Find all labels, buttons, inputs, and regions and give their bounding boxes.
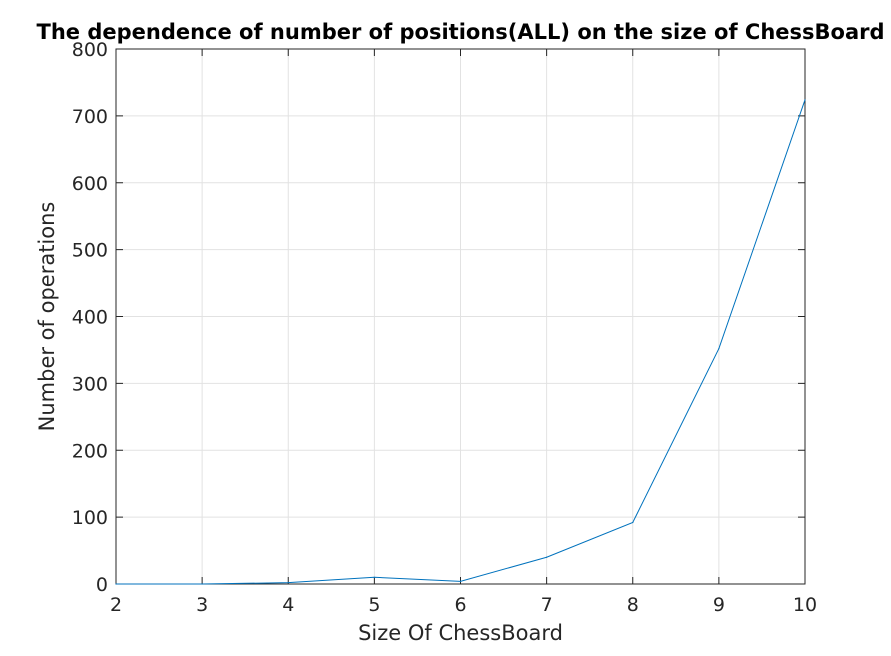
y-tick-label: 100	[72, 507, 108, 529]
y-tick-label: 200	[72, 440, 108, 462]
y-tick-label: 700	[72, 106, 108, 128]
x-tick-label: 7	[541, 594, 553, 616]
data-point	[287, 582, 289, 584]
y-tick-label: 400	[72, 307, 108, 329]
x-tick-label: 5	[368, 594, 380, 616]
x-tick-label: 2	[110, 594, 122, 616]
y-tick-label: 600	[72, 173, 108, 195]
x-tick-label: 3	[196, 594, 208, 616]
y-tick-label: 0	[96, 574, 108, 596]
x-tick-label: 4	[282, 594, 294, 616]
data-point	[115, 583, 117, 585]
axes	[115, 48, 806, 585]
data-point	[546, 556, 548, 558]
data-point	[373, 576, 375, 578]
x-tick-label: 9	[713, 594, 725, 616]
series-layer	[115, 99, 806, 585]
x-tick-label: 6	[454, 594, 466, 616]
x-tick-label: 8	[627, 594, 639, 616]
chart-title: The dependence of number of positions(AL…	[37, 20, 885, 44]
data-point	[804, 99, 806, 101]
x-tick-label: 10	[793, 594, 817, 616]
y-tick-label: 500	[72, 240, 108, 262]
y-tick-label: 800	[72, 39, 108, 61]
data-point	[718, 348, 720, 350]
data-point	[632, 521, 634, 524]
data-point	[201, 583, 203, 585]
y-tick-label: 300	[72, 373, 108, 395]
y-axis-label: Number of operations	[35, 202, 59, 432]
x-axis-label: Size Of ChessBoard	[358, 621, 563, 645]
data-point	[459, 580, 462, 582]
